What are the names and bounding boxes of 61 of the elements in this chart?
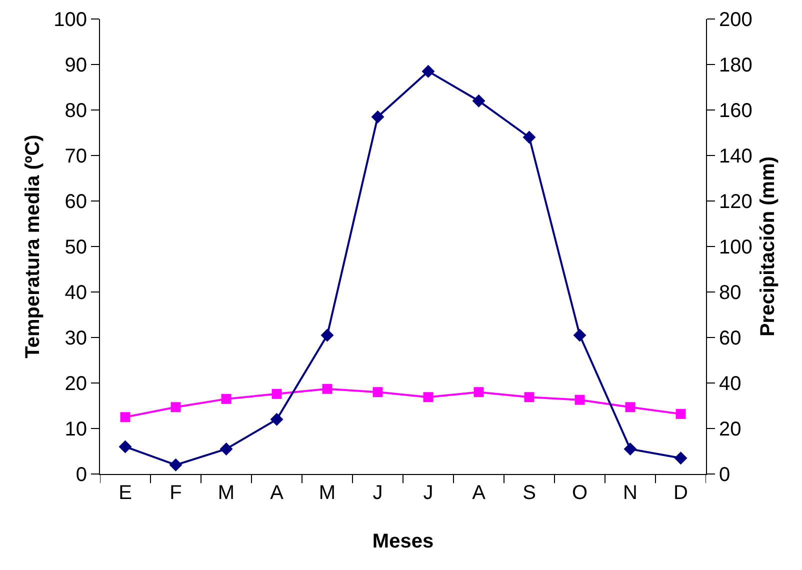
point [320,328,334,342]
point [118,440,132,454]
point [676,408,686,419]
x-tick-label: A [472,482,486,504]
x-tick-label: J [372,482,383,504]
point [522,130,536,144]
x-tick-label: D [674,482,688,504]
x-tick-label: A [270,482,284,504]
x-axis-title: Meses [372,530,434,552]
x-tick-label: E [118,482,132,504]
y2-tick-label: 40 [719,373,742,395]
x-tick-label: S [522,482,536,504]
point [322,384,332,394]
y2-tick-label: 180 [719,54,752,76]
y-tick-label: 80 [64,100,87,122]
y-tick-label: 10 [64,418,87,440]
y2-tick-label: 160 [719,100,752,122]
y2-tick-label: 200 [719,9,752,31]
point [272,388,282,399]
x-tick-label: M [218,482,235,504]
y-tick-label: 0 [76,464,87,486]
point [422,64,435,78]
y2-tick-label: 0 [719,464,730,486]
point [674,452,688,465]
x-tick-label: M [318,482,336,504]
y2-tick-label: 140 [719,146,752,168]
y-tick-label: 50 [64,236,87,258]
point [625,402,636,412]
y2-tick-label: 120 [719,191,752,213]
y-tick-label: 40 [64,282,87,304]
point [524,392,534,402]
y2-tick-label: 60 [719,328,742,350]
y-tick-label: 60 [64,191,87,213]
point [170,402,181,412]
x-tick-label: F [170,482,182,504]
point [573,328,586,342]
y2-axis-title: Precipitación (mm) [756,156,779,337]
point [169,458,182,472]
y2-tick-label: 80 [719,282,742,304]
point [372,387,383,398]
x-tick-label: N [623,482,638,504]
point [474,387,484,398]
point [270,412,284,426]
point [220,442,233,456]
point [624,442,637,456]
y-tick-label: 90 [64,54,87,76]
point [574,394,585,405]
x-tick-label: O [572,482,588,504]
y-tick-label: 100 [54,9,87,31]
point [120,412,130,422]
y2-tick-label: 100 [719,236,752,258]
x-tick-label: J [423,482,434,504]
y-tick-label: 30 [64,328,87,350]
y-tick-label: 20 [64,373,87,395]
y2-tick-label: 20 [719,418,742,440]
point [423,392,434,402]
point [371,110,384,124]
y-tick-label: 70 [64,146,87,168]
point [472,94,486,108]
y-axis-title: Temperatura media (ºC) [22,134,44,358]
point [221,394,232,404]
